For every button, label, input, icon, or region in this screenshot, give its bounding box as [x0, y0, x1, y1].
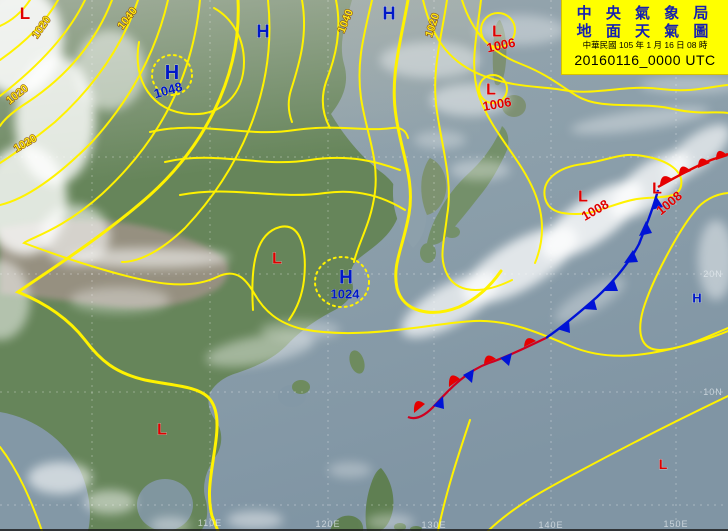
bottom-border — [0, 529, 728, 531]
cold-front-triangle — [624, 250, 638, 263]
low-pressure-symbol: L — [157, 422, 167, 439]
isobar-trough — [639, 192, 728, 352]
isobar-path — [473, 0, 543, 264]
low-pressure-symbol: L — [652, 181, 662, 198]
hainan — [292, 380, 310, 394]
isobar-path — [437, 419, 471, 531]
isobar-path — [136, 7, 246, 116]
graticule-label: 20N — [703, 269, 723, 279]
warm-front-semicircle — [660, 176, 672, 185]
japan-shikoku — [444, 226, 460, 238]
isobar-path — [0, 0, 86, 97]
isobar-path — [392, 0, 503, 314]
low-1006-circle-2 — [478, 74, 508, 104]
map-labels: LH1048HHL1006L1006L1008L1008LH1024LHL102… — [4, 3, 723, 530]
stationary-front-semicircle — [413, 401, 425, 413]
isobar-path — [0, 0, 31, 27]
isobar-path — [0, 446, 43, 531]
warm-front-semicircle — [679, 166, 691, 176]
cold-front-line — [545, 189, 660, 339]
stationary-front-semicircle — [448, 375, 460, 387]
high-1024-dotted-circle — [314, 256, 370, 308]
cold-front-triangle — [583, 299, 597, 310]
low-pressure-symbol: L — [659, 456, 668, 472]
warm-front-semicircle — [698, 158, 710, 168]
graticule-label: 110E — [198, 518, 222, 528]
borneo-tip — [330, 515, 364, 531]
cold-front-triangle — [604, 280, 618, 291]
pressure-value-label: 1006 — [481, 94, 512, 114]
low-1006-circle — [480, 12, 516, 48]
front-layer — [407, 150, 728, 420]
isobar-path — [0, 0, 113, 127]
cold-front-triangle — [557, 320, 570, 333]
high-pressure-symbol: H — [339, 268, 353, 289]
isobar-path — [14, 0, 240, 531]
graticule-label: 150E — [663, 519, 688, 529]
isobar-path — [434, 0, 513, 291]
cold-front-triangle — [651, 196, 663, 210]
low-pressure-symbol: L — [272, 251, 282, 268]
agency-name: 中 央 氣 象 局 — [576, 5, 714, 23]
graticule-label: 120E — [315, 519, 340, 529]
pressure-value-label: 1006 — [485, 35, 516, 56]
isobar-path — [287, 0, 306, 123]
high-1048-dotted-circle — [151, 54, 193, 96]
isobar-path — [0, 0, 59, 61]
isobar-path — [179, 190, 406, 211]
high-pressure-symbol: H — [257, 21, 270, 41]
stationary-front-semicircle — [524, 338, 536, 347]
chart-name: 地 面 天 氣 圖 — [576, 22, 714, 40]
japan-kyushu — [420, 243, 436, 263]
warm-front-semicircle — [716, 150, 728, 160]
graticule-label: 130E — [421, 520, 446, 530]
timestamp-utc: 20160116_0000 UTC — [574, 51, 716, 68]
high-pressure-symbol: H — [383, 3, 396, 23]
isobar-path — [251, 225, 306, 321]
isobar-path — [461, 0, 728, 114]
stationary-front-triangle — [463, 369, 474, 383]
isobar-path — [487, 395, 728, 531]
graticule-label: 10N — [703, 387, 723, 397]
graticule-label: 140E — [538, 520, 563, 530]
date-roc: 中華民國 105 年 1 月 16 日 08 時 — [582, 40, 708, 51]
high-pressure-symbol: H — [692, 291, 701, 306]
pressure-value-label: 1024 — [331, 287, 361, 302]
isobar-path — [353, 0, 377, 263]
title-box: 中 央 氣 象 局 地 面 天 氣 圖 中華民國 105 年 1 月 16 日 … — [561, 0, 728, 75]
isobar-path — [121, 0, 271, 263]
isobar-closed-low — [543, 154, 683, 216]
isobar-path — [422, 0, 728, 93]
stationary-front-semicircle — [484, 355, 496, 364]
taiwan — [349, 350, 365, 374]
isobar-path — [0, 0, 139, 164]
stationary-front-triangle — [433, 396, 444, 409]
high-pressure-symbol: H — [165, 62, 179, 84]
isobar-path — [0, 0, 169, 206]
low-pressure-symbol: L — [20, 4, 30, 23]
low-pressure-symbol: L — [578, 189, 588, 206]
cold-front-triangle — [639, 221, 652, 236]
stationary-front-line — [407, 337, 547, 420]
low-pressure-symbol: L — [492, 24, 502, 41]
isobar-path — [321, 0, 340, 129]
stationary-front-triangle — [500, 353, 512, 366]
low-pressure-symbol: L — [486, 82, 496, 99]
